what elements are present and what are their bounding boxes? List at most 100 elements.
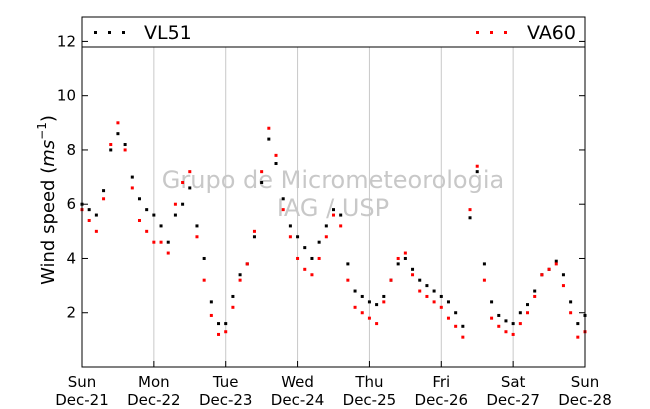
- x-tick-label-date: Dec-25: [343, 391, 397, 409]
- point-va60: [411, 273, 415, 277]
- point-vl51: [411, 267, 415, 271]
- point-va60: [554, 262, 558, 266]
- point-va60: [576, 335, 580, 339]
- point-vl51: [166, 240, 170, 244]
- point-vl51: [102, 189, 106, 193]
- point-vl51: [367, 300, 371, 304]
- point-vl51: [561, 273, 565, 277]
- point-va60: [231, 305, 235, 309]
- y-tick-label: 2: [66, 304, 76, 322]
- point-va60: [497, 324, 501, 328]
- y-axis-label-text: Wind speed: [38, 180, 59, 285]
- point-vl51: [224, 322, 228, 326]
- point-vl51: [296, 235, 300, 239]
- point-vl51: [382, 294, 386, 298]
- point-va60: [87, 218, 91, 222]
- x-tick-label-date: Dec-24: [271, 391, 325, 409]
- point-va60: [173, 202, 177, 206]
- point-vl51: [231, 294, 235, 298]
- point-vl51: [238, 273, 242, 277]
- point-vl51: [360, 294, 364, 298]
- point-vl51: [303, 246, 307, 250]
- point-vl51: [145, 208, 149, 212]
- point-vl51: [533, 289, 537, 293]
- point-vl51: [497, 313, 501, 317]
- watermark: Grupo de Micrometeorologia IAG / USP: [162, 166, 504, 222]
- point-va60: [339, 224, 343, 228]
- point-vl51: [439, 294, 443, 298]
- point-vl51: [123, 143, 127, 147]
- point-vl51: [346, 262, 350, 266]
- point-va60: [317, 256, 321, 260]
- point-va60: [324, 235, 328, 239]
- point-va60: [403, 251, 407, 255]
- point-va60: [260, 170, 264, 174]
- x-axis: SunDec-21MonDec-22TueDec-23WedDec-24ThuD…: [55, 361, 612, 409]
- legend-box: [81, 16, 586, 48]
- point-va60: [109, 143, 113, 147]
- point-va60: [274, 153, 278, 157]
- point-vl51: [87, 208, 91, 212]
- point-va60: [303, 267, 307, 271]
- point-va60: [454, 324, 458, 328]
- point-va60: [367, 316, 371, 320]
- point-vl51: [418, 278, 422, 282]
- point-vl51: [195, 224, 199, 228]
- point-vl51: [116, 132, 120, 136]
- x-tick-label-day: Tue: [212, 373, 239, 391]
- point-vl51: [274, 162, 278, 166]
- point-vl51: [173, 213, 177, 217]
- point-vl51: [152, 213, 156, 217]
- vertical-gridlines: [153, 17, 514, 367]
- point-va60: [540, 273, 544, 277]
- point-vl51: [188, 186, 192, 190]
- legend-label-va60: VA60: [527, 22, 576, 44]
- x-tick-label-day: Sun: [571, 373, 600, 391]
- y-tick-label: 8: [66, 141, 76, 159]
- point-va60: [511, 332, 515, 336]
- y-tick-label: 4: [66, 249, 76, 267]
- point-vl51: [109, 148, 113, 152]
- point-vl51: [511, 322, 515, 326]
- x-tick-label-day: Fri: [432, 373, 450, 391]
- point-vl51: [454, 311, 458, 315]
- point-vl51: [181, 202, 185, 206]
- point-va60: [116, 121, 120, 125]
- x-tick-label-day: Thu: [354, 373, 383, 391]
- point-va60: [152, 240, 156, 244]
- point-vl51: [569, 300, 573, 304]
- point-va60: [418, 289, 422, 293]
- point-vl51: [137, 197, 141, 201]
- x-tick-label-date: Dec-28: [558, 391, 612, 409]
- point-va60: [382, 300, 386, 304]
- y-axis-unit: ms: [38, 140, 59, 167]
- y-tick-label: 6: [66, 195, 76, 213]
- point-va60: [217, 332, 221, 336]
- y-tick-label: 10: [57, 87, 76, 105]
- point-va60: [159, 240, 163, 244]
- watermark-line-1: Grupo de Micrometeorologia: [162, 166, 504, 194]
- x-tick-label-day: Wed: [281, 373, 314, 391]
- point-vl51: [518, 311, 522, 315]
- point-va60: [346, 278, 350, 282]
- point-va60: [504, 330, 508, 334]
- point-va60: [446, 316, 450, 320]
- point-va60: [547, 267, 551, 271]
- point-va60: [267, 126, 271, 130]
- y-axis-label: Wind speed (ms−1): [35, 115, 59, 285]
- legend-marker-vl51: [94, 31, 125, 34]
- point-vl51: [396, 262, 400, 266]
- point-vl51: [576, 322, 580, 326]
- point-va60: [439, 305, 443, 309]
- point-va60: [123, 148, 127, 152]
- point-va60: [490, 316, 494, 320]
- x-tick-label-date: Dec-22: [127, 391, 181, 409]
- point-vl51: [482, 262, 486, 266]
- point-vl51: [403, 256, 407, 260]
- x-tick-label-day: Sat: [501, 373, 526, 391]
- point-va60: [181, 181, 185, 185]
- point-vl51: [267, 137, 271, 141]
- point-va60: [288, 235, 292, 239]
- point-vl51: [324, 224, 328, 228]
- point-vl51: [461, 324, 465, 328]
